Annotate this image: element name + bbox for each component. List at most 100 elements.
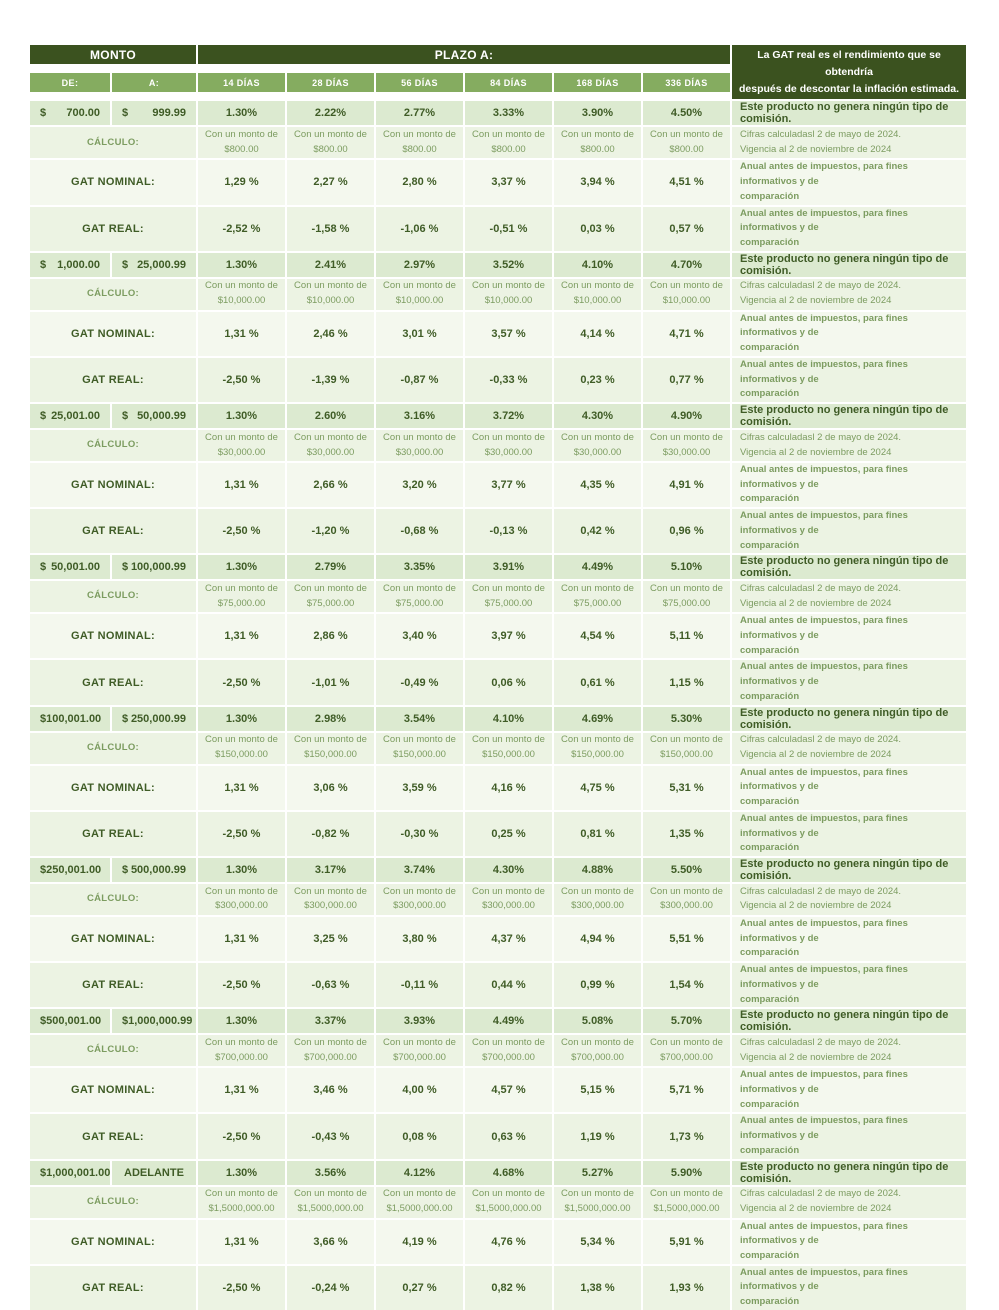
gat-real-label: GAT REAL: <box>30 509 196 554</box>
rate-cell: 3.52% <box>465 252 552 277</box>
gat-nominal-cell: 2,66 % <box>287 463 374 508</box>
gat-nominal-cell: 2,46 % <box>287 311 374 356</box>
gat-real-cell: 0,44 % <box>465 963 552 1008</box>
gat-nominal-cell: 3,77 % <box>465 463 552 508</box>
gat-real-label: GAT REAL: <box>30 357 196 403</box>
monto-de-cell: $250,001.00 <box>30 857 110 882</box>
gat-nominal-cell: 1,31 % <box>198 1068 285 1113</box>
gat-nominal-cell: 4,57 % <box>465 1068 552 1113</box>
note-cifras: Cifras calculadasl 2 de mayo de 2024. Vig… <box>732 732 966 764</box>
calc-amount-cell: Con un monto de $75,000.00 <box>376 581 463 613</box>
gat-real-label: GAT REAL: <box>30 206 196 251</box>
col-header-84-dias: 84 DÍAS <box>465 73 552 93</box>
rate-cell: 2.41% <box>287 252 374 277</box>
gat-nominal-cell: 3,20 % <box>376 463 463 508</box>
rate-cell: 3.72% <box>465 404 552 429</box>
gat-real-cell: -2,50 % <box>198 1114 285 1159</box>
gat-real-cell: -1,01 % <box>287 660 374 705</box>
note-anual: Anual antes de impuestos, para fines inf… <box>732 311 966 356</box>
gat-real-cell: -1,20 % <box>287 509 374 554</box>
monto-a-cell: $1,000,000.99 <box>112 1009 196 1034</box>
gat-nominal-cell: 5,11 % <box>643 614 730 659</box>
calc-amount-cell: Con un monto de $75,000.00 <box>198 581 285 613</box>
rate-cell: 5.90% <box>643 1160 730 1185</box>
note-anual: Anual antes de impuestos, para fines inf… <box>732 916 966 962</box>
rate-cell: 4.12% <box>376 1160 463 1185</box>
note-cifras: Cifras calculadasl 2 de mayo de 2024. Vig… <box>732 278 966 310</box>
monto-de-cell: $700.00 <box>30 101 110 126</box>
note-anual: Anual antes de impuestos, para fines inf… <box>732 660 966 705</box>
gat-nominal-cell: 4,37 % <box>465 916 552 962</box>
note-commission: Este producto no genera ningún tipo de c… <box>732 1160 966 1185</box>
note-anual: Anual antes de impuestos, para fines inf… <box>732 1219 966 1264</box>
gat-real-label: GAT REAL: <box>30 1265 196 1310</box>
rate-cell: 3.93% <box>376 1009 463 1034</box>
gat-real-cell: 0,08 % <box>376 1114 463 1159</box>
gat-real-cell: -2,50 % <box>198 357 285 403</box>
gat-nominal-label: GAT NOMINAL: <box>30 160 196 205</box>
monto-de-cell: $500,001.00 <box>30 1009 110 1034</box>
note-anual: Anual antes de impuestos, para fines inf… <box>732 765 966 810</box>
rate-cell: 4.88% <box>554 857 641 882</box>
note-commission: Este producto no genera ningún tipo de c… <box>732 252 966 277</box>
gat-nominal-cell: 4,94 % <box>554 916 641 962</box>
gat-real-cell: -0,24 % <box>287 1265 374 1310</box>
monto-a-cell: $50,000.99 <box>112 404 196 429</box>
calc-amount-cell: Con un monto de $700,000.00 <box>643 1035 730 1067</box>
gat-nominal-cell: 5,34 % <box>554 1219 641 1264</box>
plazo-header: PLAZO A: <box>198 45 730 64</box>
gat-nominal-cell: 3,01 % <box>376 311 463 356</box>
rate-cell: 1.30% <box>198 101 285 126</box>
calc-amount-cell: Con un monto de $800.00 <box>465 127 552 159</box>
gat-real-cell: 0,63 % <box>465 1114 552 1159</box>
note-anual: Anual antes de impuestos, para fines inf… <box>732 509 966 554</box>
note-anual: Anual antes de impuestos, para fines inf… <box>732 1265 966 1310</box>
gat-nominal-cell: 4,00 % <box>376 1068 463 1113</box>
note-commission: Este producto no genera ningún tipo de c… <box>732 404 966 429</box>
col-header-14-dias: 14 DÍAS <box>198 73 285 93</box>
rate-cell: 2.77% <box>376 101 463 126</box>
gat-real-cell: 1,38 % <box>554 1265 641 1310</box>
rate-cell: 2.98% <box>287 706 374 731</box>
rate-cell: 3.37% <box>287 1009 374 1034</box>
gat-real-definition-header: La GAT real es el rendimiento que se obt… <box>732 45 966 100</box>
calc-amount-cell: Con un monto de $1,5000,000.00 <box>198 1186 285 1218</box>
gat-nominal-cell: 4,51 % <box>643 160 730 205</box>
monto-de-cell: $25,001.00 <box>30 404 110 429</box>
rate-cell: 4.50% <box>643 101 730 126</box>
calc-amount-cell: Con un monto de $800.00 <box>643 127 730 159</box>
gat-nominal-cell: 5,31 % <box>643 765 730 810</box>
gat-nominal-cell: 1,31 % <box>198 916 285 962</box>
gat-real-label: GAT REAL: <box>30 811 196 856</box>
gat-real-cell: 1,19 % <box>554 1114 641 1159</box>
calc-amount-cell: Con un monto de $30,000.00 <box>643 430 730 462</box>
monto-de-cell: $100,001.00 <box>30 706 110 731</box>
gat-real-cell: -1,06 % <box>376 206 463 251</box>
note-cifras: Cifras calculadasl 2 de mayo de 2024. Vig… <box>732 430 966 462</box>
rate-cell: 1.30% <box>198 555 285 580</box>
note-anual: Anual antes de impuestos, para fines inf… <box>732 206 966 251</box>
rate-cell: 5.27% <box>554 1160 641 1185</box>
calc-label: CÁLCULO: <box>30 1186 196 1218</box>
col-header-a: A: <box>112 73 196 93</box>
calc-amount-cell: Con un monto de $700,000.00 <box>198 1035 285 1067</box>
gat-real-cell: 0,42 % <box>554 509 641 554</box>
note-anual: Anual antes de impuestos, para fines inf… <box>732 811 966 856</box>
gat-nominal-cell: 3,57 % <box>465 311 552 356</box>
gat-nominal-label: GAT NOMINAL: <box>30 1068 196 1113</box>
gat-real-cell: 1,93 % <box>643 1265 730 1310</box>
gat-nominal-cell: 3,40 % <box>376 614 463 659</box>
calc-amount-cell: Con un monto de $75,000.00 <box>287 581 374 613</box>
rate-cell: 1.30% <box>198 1160 285 1185</box>
gat-real-cell: 0,27 % <box>376 1265 463 1310</box>
monto-header: MONTO <box>30 45 196 64</box>
calc-label: CÁLCULO: <box>30 883 196 915</box>
rate-cell: 3.91% <box>465 555 552 580</box>
calc-amount-cell: Con un monto de $700,000.00 <box>554 1035 641 1067</box>
note-commission: Este producto no genera ningún tipo de c… <box>732 706 966 731</box>
rate-cell: 3.17% <box>287 857 374 882</box>
calc-amount-cell: Con un monto de $75,000.00 <box>643 581 730 613</box>
gat-nominal-cell: 5,91 % <box>643 1219 730 1264</box>
monto-de-cell: $1,000.00 <box>30 252 110 277</box>
gat-nominal-cell: 4,91 % <box>643 463 730 508</box>
